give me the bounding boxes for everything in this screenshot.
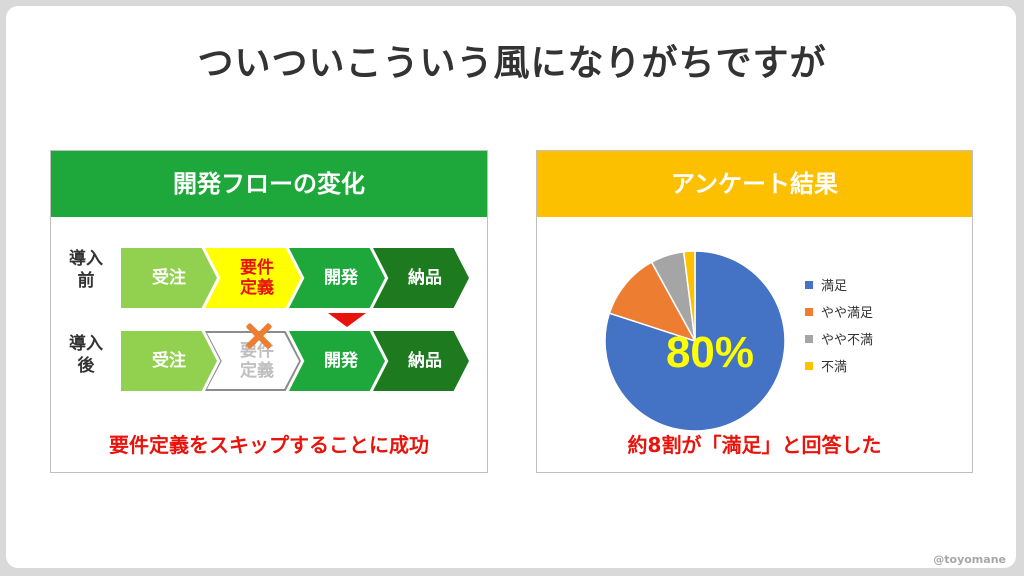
legend-swatch (805, 334, 813, 343)
after-row-label: 導入 後 (69, 334, 103, 376)
flow-caption: 要件定義をスキップすることに成功 (109, 433, 429, 457)
legend-item: 不満 (805, 352, 873, 379)
legend-item: やや不満 (805, 325, 873, 352)
before-row-label: 導入 前 (69, 249, 103, 291)
after-step-development: 開発 (289, 331, 385, 391)
legend-item: やや満足 (805, 298, 873, 325)
pie-legend: 満足 やや満足 やや不満 不満 (805, 271, 873, 379)
legend-label: やや不満 (821, 333, 874, 348)
pie-slice-4 (682, 250, 696, 342)
survey-pie-chart: 80% (604, 250, 786, 431)
pie-slice-2 (608, 261, 697, 343)
flow-change-panel: 開発フローの変化 導入 前 受注 要件 定義 開発 納品 導入 後 受注 要件 … (50, 150, 488, 473)
after-step-delivery: 納品 (373, 331, 469, 391)
legend-label: 満足 (821, 279, 848, 294)
author-handle: @toyomane (933, 553, 1006, 566)
before-step-delivery: 納品 (373, 248, 469, 308)
legend-item: 満足 (805, 271, 873, 298)
legend-swatch (805, 307, 813, 316)
before-step-development: 開発 (289, 248, 385, 308)
after-step-order: 受注 (121, 331, 217, 391)
survey-caption: 約8割が「満足」と回答した (627, 433, 882, 457)
slide-title: ついついこういう風になりがちですが (197, 43, 827, 84)
survey-panel: アンケート結果 80% 満足 やや満足 やや不満 不満 約8割が「満足」と回答し… (536, 150, 973, 473)
arrow-down-marker-icon (328, 313, 366, 327)
legend-label: 不満 (821, 360, 848, 375)
before-step-order: 受注 (121, 248, 217, 308)
before-step-requirements: 要件 定義 (205, 248, 301, 308)
legend-swatch (805, 280, 813, 289)
cross-mark-icon (244, 321, 274, 351)
pie-percentage-label: 80% (666, 328, 754, 377)
survey-panel-header: アンケート結果 (537, 151, 972, 217)
flow-panel-header: 開発フローの変化 (51, 151, 487, 217)
legend-label: やや満足 (821, 306, 874, 321)
legend-swatch (805, 361, 813, 370)
